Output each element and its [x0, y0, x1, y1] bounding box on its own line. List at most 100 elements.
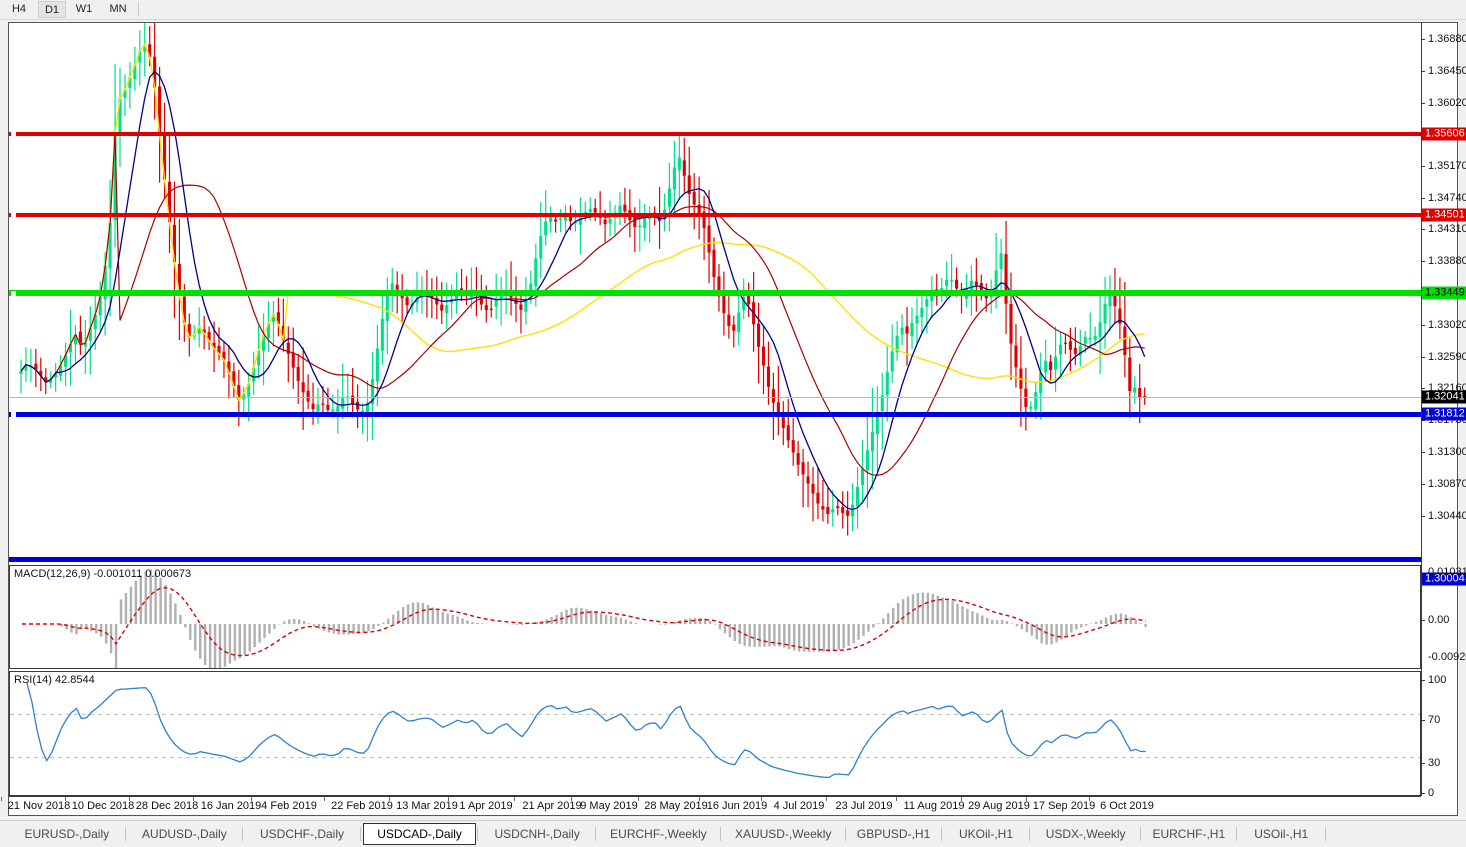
time-scale[interactable]: 21 Nov 2018 10 Dec 2018 28 Dec 2018 16 Jan … [1, 796, 1421, 817]
tab-separator [242, 827, 244, 841]
time-scale-label: 13 Mar 2019 [396, 800, 458, 812]
price-scale-label: 1.34310 [1428, 223, 1466, 236]
rsi-scale-label: 30 [1428, 757, 1441, 769]
time-scale-label: 10 Dec 2018 [71, 800, 135, 812]
chart-tab-usdcaddaily[interactable]: USDCAD-,Daily [362, 823, 477, 845]
price-scale[interactable]: 1.36880 1.36450 1.36020 1.35170 1.34740 1.343… [1421, 23, 1466, 799]
price-tick [1421, 71, 1425, 73]
macd-tick [1421, 620, 1425, 621]
macd-scale-label: -0.009203 [1428, 651, 1466, 663]
tab-separator [1139, 827, 1141, 841]
tab-separator [1235, 827, 1237, 841]
tab-separator [477, 827, 479, 841]
time-scale-label: 28 Dec 2018 [135, 800, 199, 812]
macd-scale-label: 0.010311 [1428, 566, 1466, 578]
rsi-tick [1421, 763, 1425, 764]
price-scale-label: 1.32590 [1428, 350, 1466, 363]
chart-tab-ukoilh1[interactable]: UKOil-,H1 [958, 827, 1013, 841]
time-scale-label: 16 Jun 2019 [706, 800, 768, 812]
price-level-tag-black[interactable]: 1.32041 [1422, 390, 1466, 404]
price-level-tag-green[interactable]: 1.33449 [1422, 286, 1466, 300]
time-scale-label: 9 May 2019 [580, 800, 638, 812]
rsi-tick [1421, 680, 1425, 681]
price-scale-label: 1.30870 [1428, 477, 1466, 490]
price-tick [1421, 388, 1425, 390]
timeframe-w1[interactable]: W1 [75, 3, 93, 15]
rsi-tick [1421, 793, 1425, 794]
price-tick [1421, 261, 1425, 263]
time-tick [826, 797, 827, 801]
price-chart-pane[interactable] [9, 23, 1421, 563]
time-tick [1, 797, 2, 801]
time-scale-label: 16 Jan 2019 [200, 800, 262, 812]
time-tick [571, 797, 572, 801]
price-tick [1421, 515, 1425, 517]
timeframe-h4[interactable]: H4 [11, 3, 27, 15]
time-scale-label: 4 Jul 2019 [773, 800, 825, 812]
chart-tab-xauusdweekly[interactable]: XAUUSD-,Weekly [734, 827, 832, 841]
tab-separator [1324, 827, 1326, 841]
time-tick [638, 797, 639, 801]
toolbar-separator [138, 2, 139, 17]
tab-separator [595, 827, 596, 841]
price-tick [1421, 165, 1425, 167]
price-scale-label: 1.34740 [1428, 191, 1466, 204]
price-tick [1421, 420, 1425, 422]
time-tick [896, 797, 897, 801]
chart-tab-strip: EURUSD-,Daily AUDUSD-,Daily USDCHF-,Daily U… [0, 820, 1466, 847]
tab-separator [719, 827, 721, 841]
rsi-label: RSI(14) 42.8544 [14, 674, 95, 686]
time-scale-label: 21 Nov 2018 [7, 800, 71, 812]
time-scale-label: 6 Oct 2019 [1100, 800, 1154, 812]
price-tick [1421, 356, 1425, 358]
price-tick [1421, 324, 1425, 326]
time-tick [251, 797, 252, 801]
chart-tab-eurchfh1[interactable]: EURCHF-,H1 [1152, 827, 1226, 841]
price-level-tag-red[interactable]: 1.35606 [1422, 127, 1466, 140]
time-tick [389, 797, 390, 801]
price-level-tag-red[interactable]: 1.34501 [1422, 208, 1466, 222]
time-scale-label: 21 Apr 2019 [522, 800, 582, 812]
tab-separator [844, 827, 846, 841]
timeframe-mn[interactable]: MN [109, 3, 127, 15]
time-tick [448, 797, 449, 801]
time-scale-label: 23 Jul 2019 [835, 800, 893, 812]
time-tick [129, 797, 130, 801]
time-tick [324, 797, 325, 801]
chart-tab-eurusddaily[interactable]: EURUSD-,Daily [24, 827, 110, 841]
time-scale-label: 17 Sep 2019 [1032, 800, 1096, 812]
chart-tab-usoilh1[interactable]: USOil-,H1 [1254, 827, 1309, 841]
macd-pane[interactable]: MACD(12,26,9) -0.001011 0.000673 [9, 565, 1421, 669]
tab-separator [124, 827, 126, 841]
time-scale-label: 11 Aug 2019 [903, 800, 965, 812]
price-level-tag-blue[interactable]: 1.31812 [1422, 407, 1466, 421]
price-tick [1421, 483, 1425, 485]
timeframe-toolbar: H4 D1 W1 MN [0, 0, 1466, 20]
price-scale-label: 1.33880 [1428, 255, 1466, 268]
price-scale-label: 1.30440 [1428, 509, 1466, 522]
price-tick [1421, 197, 1425, 199]
price-tick [1421, 452, 1425, 454]
time-tick [699, 797, 700, 801]
price-level-tag-blue-lower[interactable]: 1.30004 [1422, 572, 1466, 586]
chart-tab-audusddaily[interactable]: AUDUSD-,Daily [142, 827, 227, 841]
chart-tab-eurchfweekly[interactable]: EURCHF-,Weekly [610, 827, 707, 841]
timeframe-d1[interactable]: D1 [38, 1, 66, 18]
time-scale-label: 22 Feb 2019 [331, 800, 393, 812]
price-scale-label: 1.36450 [1428, 65, 1466, 78]
price-scale-axis [1421, 23, 1422, 796]
price-tick [1421, 39, 1425, 41]
chart-tab-usdchfdaily[interactable]: USDCHF-,Daily [259, 827, 344, 841]
tab-separator [1029, 827, 1031, 841]
rsi-pane[interactable]: RSI(14) 42.8544 [9, 671, 1421, 796]
time-scale-label: 1 Apr 2019 [459, 800, 513, 812]
price-scale-label: 1.33020 [1428, 318, 1466, 331]
candlestick-plot [19, 23, 1147, 536]
price-scale-label: 1.36020 [1428, 96, 1466, 109]
rsi-scale-label: 100 [1428, 674, 1447, 686]
chart-tab-usdxweekly[interactable]: USDX-,Weekly [1045, 827, 1126, 841]
chart-tab-gbpusdh1[interactable]: GBPUSD-,H1 [856, 827, 931, 841]
time-scale-label: 28 May 2019 [644, 800, 708, 812]
chart-tab-usdcnhdaily[interactable]: USDCNH-,Daily [494, 827, 580, 841]
